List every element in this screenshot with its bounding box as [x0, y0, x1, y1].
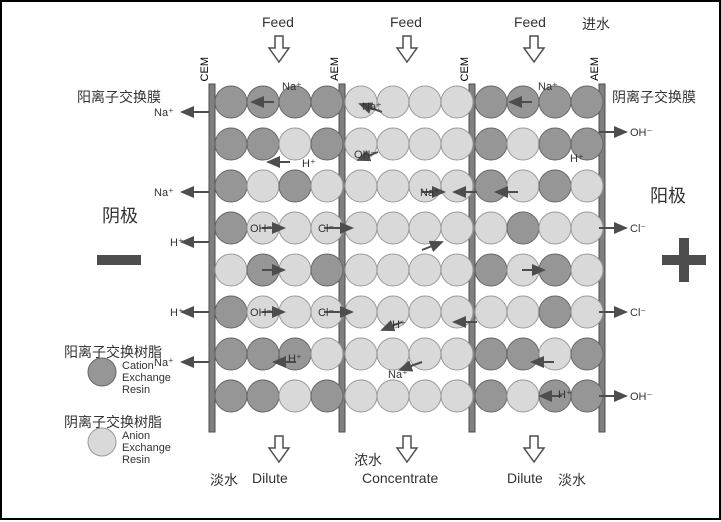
- svg-text:Na⁺: Na⁺: [420, 187, 440, 199]
- svg-text:OH⁻: OH⁻: [250, 223, 273, 235]
- chamber-1-resins: [215, 86, 343, 412]
- svg-text:Na⁺: Na⁺: [538, 81, 558, 93]
- out-arrow-3: [522, 434, 546, 464]
- svg-text:Na⁺: Na⁺: [154, 107, 174, 119]
- out-arrow-2: [395, 434, 419, 464]
- svg-text:Na⁺: Na⁺: [282, 81, 302, 93]
- chamber-2-resins: [345, 86, 473, 412]
- dilute-en-1: Dilute: [252, 470, 288, 486]
- svg-text:OH⁻: OH⁻: [630, 127, 653, 139]
- conc-cn: 浓水: [354, 450, 382, 470]
- svg-text:Na⁺: Na⁺: [388, 369, 408, 381]
- svg-text:H⁺: H⁺: [170, 237, 184, 249]
- out-arrow-1: [267, 434, 291, 464]
- svg-text:H⁺: H⁺: [570, 153, 584, 165]
- diagram-frame: Feed Feed Feed 进水 CEM AEM CEM AEM: [0, 0, 721, 520]
- svg-text:Cl⁻: Cl⁻: [630, 307, 646, 319]
- legend-anion-circle: [88, 428, 116, 456]
- aem-cn-label: 阴离子交换膜: [612, 87, 696, 107]
- svg-text:OH⁻: OH⁻: [250, 307, 273, 319]
- minus-icon: [97, 255, 141, 265]
- legend-cation-circle: [88, 358, 116, 386]
- stack-svg: Na⁺ Na⁺ H⁺ Na⁺ H⁺ OH⁻ Cl⁻ H⁺ OH⁻ Cl⁻ Na⁺…: [2, 2, 721, 522]
- svg-text:H⁺: H⁺: [558, 389, 572, 401]
- anode-cn: 阳极: [650, 182, 686, 208]
- svg-text:Na⁺: Na⁺: [362, 101, 382, 113]
- svg-text:H⁺: H⁺: [170, 307, 184, 319]
- svg-text:Cl⁻: Cl⁻: [630, 223, 646, 235]
- chamber-3-resins: [475, 86, 603, 412]
- svg-text:H⁺: H⁺: [288, 353, 302, 365]
- cation-resin-cn: 阳离子交换树脂: [64, 342, 162, 362]
- svg-text:H⁺: H⁺: [302, 158, 316, 170]
- svg-text:Na⁺: Na⁺: [154, 187, 174, 199]
- svg-text:Cl⁻: Cl⁻: [318, 307, 334, 319]
- conc-en: Concentrate: [362, 470, 438, 486]
- svg-text:H⁺: H⁺: [392, 319, 406, 331]
- anion-resin-cn: 阴离子交换树脂: [64, 412, 162, 432]
- cem-cn-label: 阳离子交换膜: [77, 87, 161, 107]
- svg-text:Cl⁻: Cl⁻: [318, 223, 334, 235]
- dilute-en-2: Dilute: [507, 470, 543, 486]
- cathode-cn: 阴极: [102, 202, 138, 228]
- dilute-cn-1: 淡水: [210, 470, 238, 490]
- cation-resin-en: Cation Exchange Resin: [122, 360, 171, 396]
- dilute-cn-2: 淡水: [558, 470, 586, 490]
- svg-text:OH⁻: OH⁻: [630, 391, 653, 403]
- anion-resin-en: Anion Exchange Resin: [122, 430, 171, 466]
- svg-text:OH⁻: OH⁻: [354, 149, 377, 161]
- plus-icon: [662, 238, 706, 282]
